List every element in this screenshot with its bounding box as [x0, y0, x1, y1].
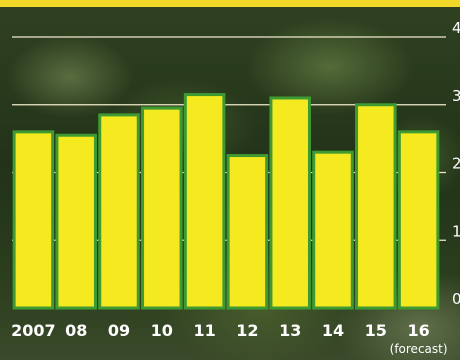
x-tick-label: 08	[65, 321, 87, 340]
y-tick-label: 3	[452, 87, 460, 105]
bar-12	[226, 154, 269, 310]
bar-11	[183, 93, 226, 310]
bar-08	[55, 133, 97, 310]
y-tick-label: 2	[452, 155, 460, 173]
bar-2007	[12, 130, 55, 310]
bar-15	[355, 103, 397, 310]
x-tick-label: 11	[193, 321, 215, 340]
x-tick-label: 09	[108, 321, 130, 340]
y-tick-label: 0	[452, 290, 460, 308]
x-tick-label: 2007	[11, 321, 56, 340]
x-tick-label: 13	[279, 321, 301, 340]
y-tick-label: 4	[452, 19, 460, 37]
bars	[12, 93, 440, 310]
y-tick-labels: 0 1 2 3 4	[452, 19, 460, 308]
forecast-note: (forecast)	[390, 342, 448, 356]
x-tick-label: 10	[151, 321, 173, 340]
x-tick-label: 16	[407, 321, 429, 340]
x-tick-label: 12	[236, 321, 258, 340]
x-tick-labels: 2007 08 09 10 11 12 13 14 15 16 (forecast)	[11, 321, 447, 356]
top-color-band	[0, 0, 460, 7]
bar-13	[269, 96, 311, 310]
x-tick-label: 15	[365, 321, 387, 340]
x-tick-label: 14	[322, 321, 344, 340]
bar-16	[397, 130, 440, 310]
bar-14	[312, 150, 354, 310]
y-tick-label: 1	[452, 222, 460, 240]
bar-09	[98, 113, 140, 310]
bar-10	[141, 106, 183, 310]
